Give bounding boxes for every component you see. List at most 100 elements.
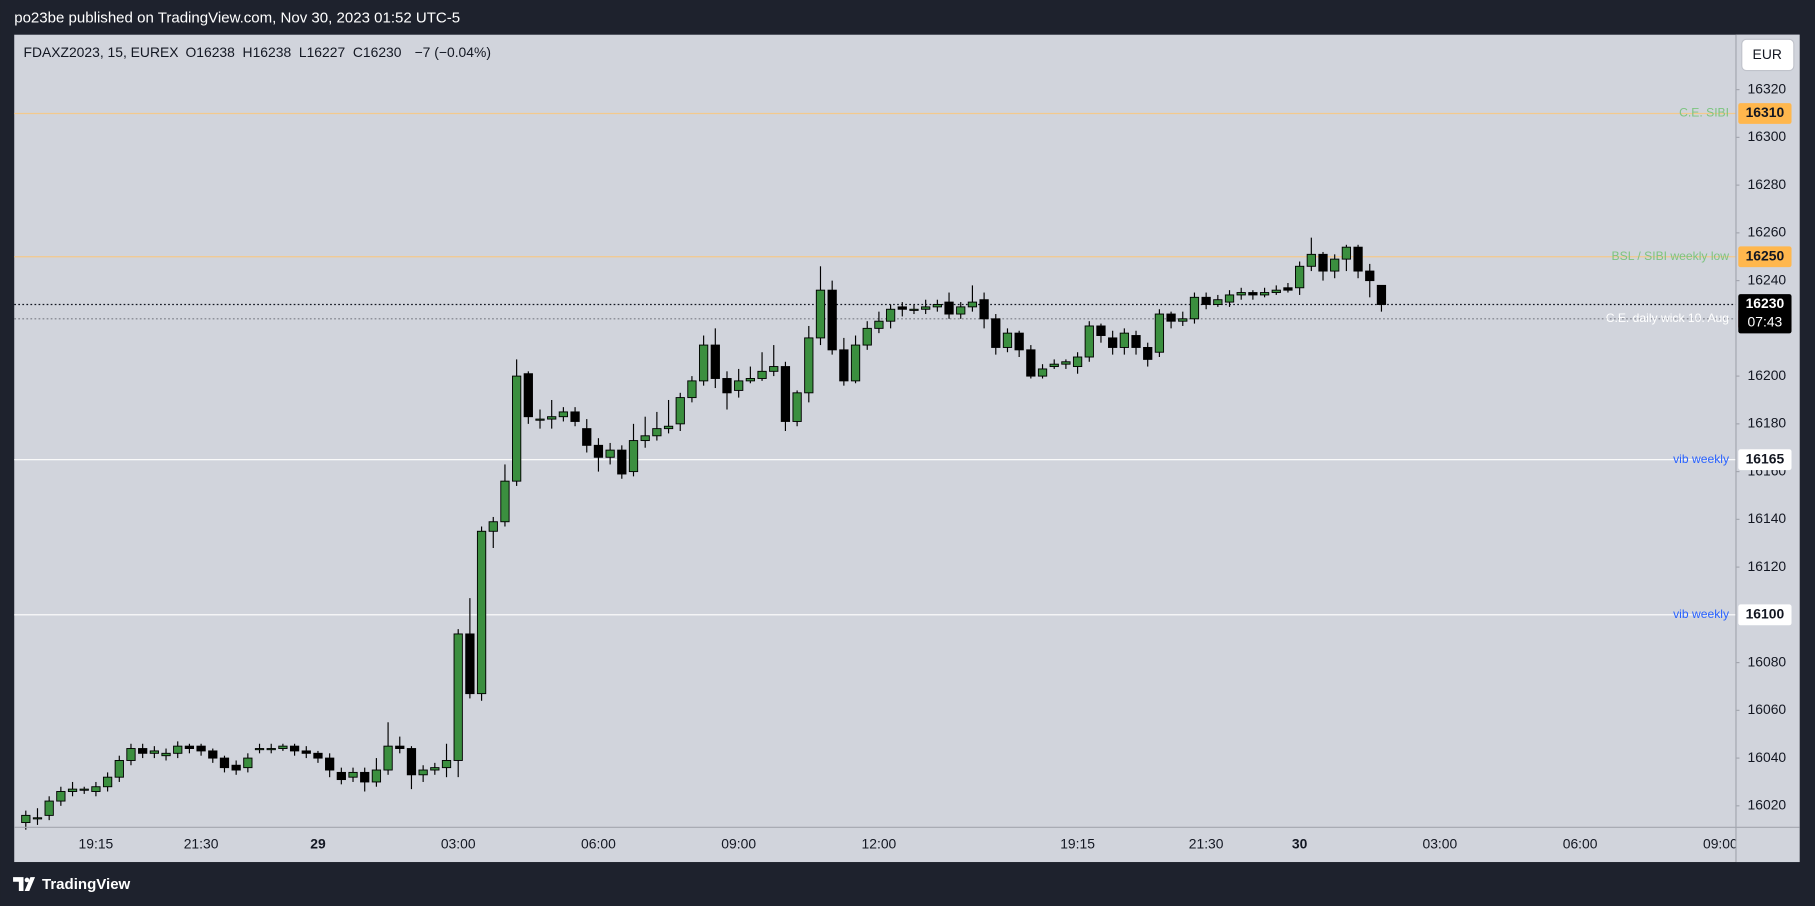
y-tick-label: 16140 <box>1748 510 1787 526</box>
x-tick-label: 03:00 <box>441 835 476 851</box>
candle-body <box>465 633 475 695</box>
candle-body <box>102 776 113 788</box>
candle-body <box>1341 246 1352 260</box>
candle-body <box>149 750 159 754</box>
candle-body <box>114 760 124 778</box>
candle-body <box>792 392 802 422</box>
candle-body <box>371 769 382 783</box>
last-price-tag <box>1738 294 1792 334</box>
candle-body <box>91 786 101 792</box>
candle-body <box>523 373 533 418</box>
candle-body <box>885 308 896 322</box>
candle-body <box>675 397 685 425</box>
candle-body <box>1271 289 1281 294</box>
candle-body <box>617 449 627 475</box>
candle-body <box>231 764 241 771</box>
candle-body <box>722 378 732 394</box>
candle-body <box>476 530 487 695</box>
y-tick-label: 16020 <box>1748 797 1787 813</box>
chart-panel <box>14 34 1800 863</box>
candle-body <box>547 416 557 420</box>
y-tick-label: 16200 <box>1748 367 1787 383</box>
logo-dot <box>24 877 30 883</box>
candle-body <box>780 366 791 422</box>
candle-body <box>21 814 31 824</box>
candle-body <box>79 788 89 791</box>
header-text: po23be published on TradingView.com, Nov… <box>14 9 460 26</box>
price-axis-panel <box>1735 34 1800 863</box>
candle-body <box>313 752 323 759</box>
candle-body <box>1295 265 1305 289</box>
candle-body <box>1108 337 1118 348</box>
candle-body <box>769 366 779 372</box>
candle-body <box>815 289 826 339</box>
legend-change: −7 (−0.04%) <box>415 44 491 60</box>
y-tick-label: 16320 <box>1748 80 1787 96</box>
candle-body <box>1353 246 1363 272</box>
level-label: C.E. SIBI <box>1679 106 1729 120</box>
candle-body <box>921 306 931 310</box>
candle-body <box>1259 292 1270 296</box>
x-tick-label: 06:00 <box>1563 835 1598 851</box>
candle-body <box>1061 361 1071 365</box>
candle-body <box>266 748 276 751</box>
candle-body <box>582 428 592 446</box>
level-tag-label: 16250 <box>1746 247 1785 263</box>
candle-body <box>1002 332 1013 348</box>
candle-body <box>1376 284 1387 305</box>
candle-body <box>1318 253 1328 272</box>
candle-body <box>32 817 43 820</box>
brand-name: TradingView <box>42 876 131 893</box>
x-tick-label: 21:30 <box>184 835 219 851</box>
level-tag <box>1738 103 1792 124</box>
candle-body <box>593 444 604 458</box>
candle-body <box>710 344 720 379</box>
time-axis: 19:15 21:30 29 03:00 06:00 09:00 12:00 19:15 21:… <box>79 835 1738 851</box>
candle-body <box>570 411 580 422</box>
level-tag <box>1738 604 1792 626</box>
candle-body <box>1248 292 1258 296</box>
candle-body <box>1026 349 1036 377</box>
logo-mark <box>13 877 36 891</box>
candle-body <box>1166 313 1176 322</box>
candle-body <box>126 748 136 761</box>
candle-body <box>967 301 978 308</box>
currency-button[interactable] <box>1741 38 1795 72</box>
currency-label[interactable]: EUR <box>1753 46 1782 62</box>
candle-body <box>360 771 370 783</box>
x-tick-label: 19:15 <box>79 835 114 851</box>
candle-body <box>1096 325 1106 336</box>
candle-body <box>1365 270 1375 282</box>
candle-body <box>208 750 218 759</box>
candle-body <box>640 435 650 442</box>
candle-body <box>979 299 989 320</box>
level-label: vib weekly <box>1673 452 1730 466</box>
candle-body <box>512 375 522 482</box>
x-tick-label: 30 <box>1292 835 1308 851</box>
candle-body <box>418 769 428 776</box>
candle-body <box>804 337 814 394</box>
candle-body <box>698 344 709 382</box>
candle-body <box>827 289 837 351</box>
level-tag <box>1738 449 1792 471</box>
candle-body <box>289 745 300 752</box>
candle-body <box>325 757 335 771</box>
candle-body <box>138 748 148 754</box>
y-tick-label: 16040 <box>1748 749 1787 765</box>
x-tick-label: 21:30 <box>1189 835 1224 851</box>
x-tick-label: 09:00 <box>721 835 756 851</box>
candle-body <box>850 344 861 382</box>
candle-body <box>956 306 966 315</box>
candle-body <box>67 788 78 792</box>
candle-body <box>1213 299 1223 305</box>
candle-body <box>441 760 452 769</box>
candle-body <box>453 633 463 761</box>
candle-body <box>348 771 358 778</box>
x-tick-label: 03:00 <box>1423 835 1458 851</box>
candle-body <box>243 757 253 769</box>
candle-body <box>1084 325 1094 358</box>
candle-body <box>932 304 942 308</box>
candle-body <box>1119 332 1129 348</box>
